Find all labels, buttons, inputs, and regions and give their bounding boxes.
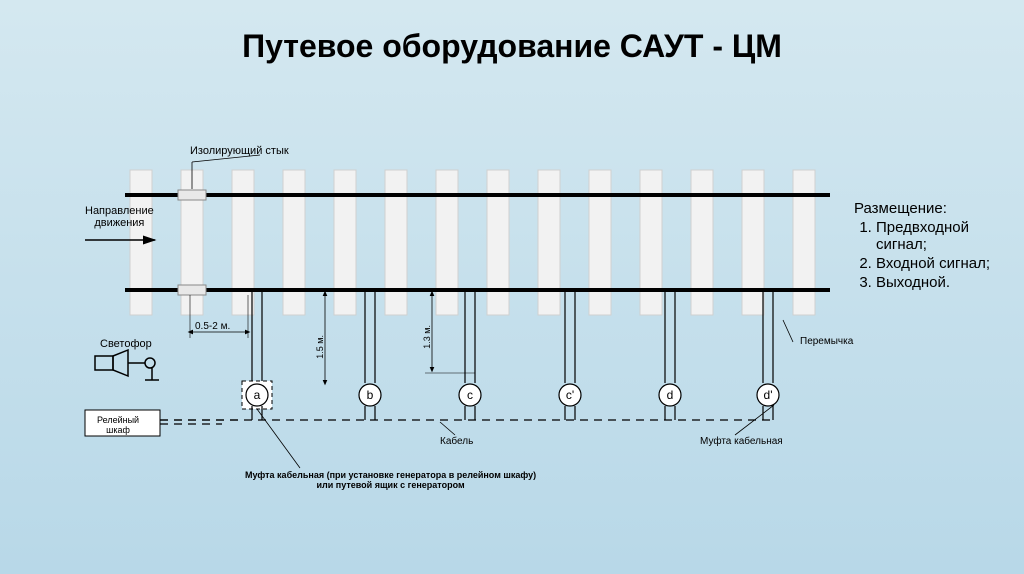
label-dim-1-5: 1.5 м.: [315, 335, 325, 359]
svg-text:d: d: [667, 388, 674, 402]
sidebar-item: Входной сигнал;: [876, 255, 1004, 272]
sidebar-item: Выходной.: [876, 274, 1004, 291]
sidebar-list: Предвходной сигнал; Входной сигнал; Выхо…: [854, 219, 1004, 291]
label-isolating-joint: Изолирующий стык: [190, 145, 289, 157]
label-dim-0-5-2: 0.5-2 м.: [195, 321, 230, 332]
svg-text:d': d': [764, 388, 773, 402]
label-dim-1-3: 1.3 м.: [422, 325, 432, 349]
label-cable: Кабель: [440, 436, 473, 447]
svg-text:c': c': [566, 388, 574, 402]
label-cable-muff-note: Муфта кабельная (при установке генератор…: [245, 470, 536, 490]
svg-text:b: b: [367, 388, 374, 402]
label-cable-muff: Муфта кабельная: [700, 436, 783, 447]
label-jumper: Перемычка: [800, 336, 853, 347]
label-relay-cabinet: Релейный шкаф: [97, 415, 139, 435]
svg-text:c: c: [467, 388, 473, 402]
svg-text:a: a: [254, 388, 261, 402]
label-direction: Направление движения: [85, 205, 154, 229]
sidebar-heading: Размещение:: [854, 200, 1004, 217]
label-traffic-light: Светофор: [100, 338, 152, 350]
sidebar-item: Предвходной сигнал;: [876, 219, 1004, 253]
placement-sidebar: Размещение: Предвходной сигнал; Входной …: [854, 200, 1004, 293]
